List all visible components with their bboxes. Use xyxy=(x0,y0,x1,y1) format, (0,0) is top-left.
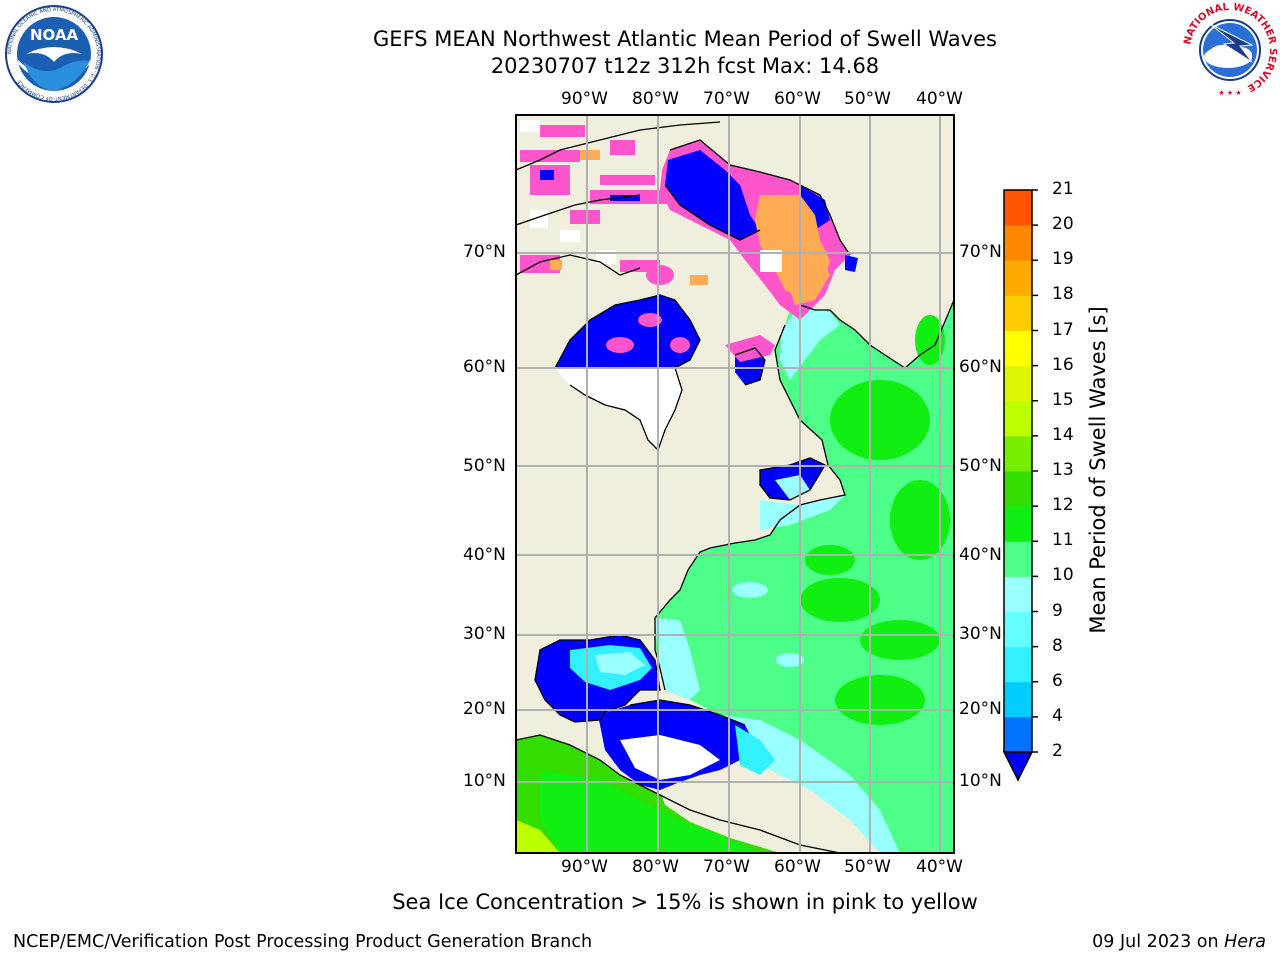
colorbar-segment xyxy=(1004,225,1032,261)
svg-text:★ ★ ★: ★ ★ ★ xyxy=(1218,89,1241,97)
lat-label-right-20n: 20°N xyxy=(959,699,1002,719)
graticule xyxy=(516,115,954,853)
lat-label-right-70n: 70°N xyxy=(959,242,1002,262)
colorbar-tick-label: 17 xyxy=(1052,319,1074,340)
lon-label-top-90w: 90°W xyxy=(561,89,608,109)
lat-label-right-10n: 10°N xyxy=(959,771,1002,791)
colorbar xyxy=(1002,189,1038,782)
colorbar-tick-label: 4 xyxy=(1052,705,1063,726)
colorbar-segment xyxy=(1004,190,1032,226)
colorbar-segment xyxy=(1004,506,1032,542)
colorbar-tick-label: 8 xyxy=(1052,635,1063,656)
colorbar-tick-label: 16 xyxy=(1052,354,1074,375)
lon-label-top-70w: 70°W xyxy=(703,89,750,109)
lat-label-left-70n: 70°N xyxy=(463,242,506,262)
colorbar-tick-label: 14 xyxy=(1052,424,1074,445)
colorbar-segment xyxy=(1004,365,1032,402)
colorbar-segment xyxy=(1004,435,1032,472)
lat-label-right-40n: 40°N xyxy=(959,545,1002,565)
noaa-logo: NOAA NATIONAL OCEANIC AND ATMOSPHERIC AD… xyxy=(5,5,103,103)
colorbar-tick-label: 18 xyxy=(1052,284,1074,305)
colorbar-segment xyxy=(1004,646,1032,683)
lat-label-left-20n: 20°N xyxy=(463,699,506,719)
footer-date: 09 Jul 2023 on Hera xyxy=(1092,932,1266,952)
baffin-bay-open xyxy=(665,150,760,240)
colorbar-segment xyxy=(1004,681,1032,718)
colorbar-segment xyxy=(1004,716,1032,753)
lat-label-left-60n: 60°N xyxy=(463,357,506,377)
colorbar-segment xyxy=(1004,295,1032,331)
colorbar-segment xyxy=(1004,611,1032,648)
colorbar-segment xyxy=(1004,260,1032,296)
lon-label-bottom-90w: 90°W xyxy=(561,857,608,877)
lat-label-left-10n: 10°N xyxy=(463,771,506,791)
colorbar-segment xyxy=(1004,471,1032,507)
colorbar-segment xyxy=(1004,330,1032,367)
noaa-logo-text: NOAA xyxy=(30,26,79,44)
colorbar-segment xyxy=(1004,541,1032,577)
colorbar-tick-label: 12 xyxy=(1052,495,1074,516)
colorbar-tick-label: 6 xyxy=(1052,670,1063,691)
chart-subtitle: 20230707 t12z 312h fcst Max: 14.68 xyxy=(490,54,880,78)
map-frame xyxy=(515,114,955,854)
colorbar-tick-label: 21 xyxy=(1052,179,1074,199)
colorbar-tick-label: 20 xyxy=(1052,214,1074,235)
colorbar-segment xyxy=(1004,400,1032,437)
colorbar-tick-label: 10 xyxy=(1052,565,1074,586)
lon-label-top-60w: 60°W xyxy=(774,89,821,109)
lat-label-right-50n: 50°N xyxy=(959,456,1002,476)
swell-10s-patches xyxy=(800,315,950,725)
lon-label-top-40w: 40°W xyxy=(916,89,963,109)
lon-label-top-50w: 50°W xyxy=(844,89,891,109)
lat-label-left-50n: 50°N xyxy=(463,456,506,476)
footer-date-text: 09 Jul 2023 on xyxy=(1092,932,1225,952)
lon-label-top-80w: 80°W xyxy=(632,89,679,109)
colorbar-tick-label: 13 xyxy=(1052,460,1074,480)
footer-credit: NCEP/EMC/Verification Post Processing Pr… xyxy=(13,932,593,952)
lon-label-bottom-40w: 40°W xyxy=(916,857,963,877)
lon-label-bottom-60w: 60°W xyxy=(774,857,821,877)
lat-label-right-60n: 60°N xyxy=(959,357,1002,377)
lon-label-bottom-80w: 80°W xyxy=(632,857,679,877)
colorbar-title: Mean Period of Swell Waves [s] xyxy=(1086,306,1110,634)
colorbar-tick-label: 9 xyxy=(1052,600,1063,621)
sea-ice-note: Sea Ice Concentration > 15% is shown in … xyxy=(392,890,978,914)
lat-label-left-30n: 30°N xyxy=(463,624,506,644)
lon-label-bottom-70w: 70°W xyxy=(703,857,750,877)
footer-host: Hera xyxy=(1224,932,1266,952)
lat-label-left-40n: 40°N xyxy=(463,545,506,565)
chart-title: GEFS MEAN Northwest Atlantic Mean Period… xyxy=(373,27,997,51)
colorbar-tick-label: 15 xyxy=(1052,389,1074,410)
lon-label-bottom-50w: 50°W xyxy=(844,857,891,877)
colorbar-tick-label: 19 xyxy=(1052,249,1074,270)
lat-label-right-30n: 30°N xyxy=(959,624,1002,644)
nws-logo: NATIONAL WEATHER SERVICE ★ ★ ★ xyxy=(1182,2,1278,98)
colorbar-tick-label: 11 xyxy=(1052,530,1074,551)
colorbar-tick-label: 2 xyxy=(1052,741,1063,761)
colorbar-segment xyxy=(1004,576,1032,612)
colorbar-under-arrow xyxy=(1002,751,1034,782)
